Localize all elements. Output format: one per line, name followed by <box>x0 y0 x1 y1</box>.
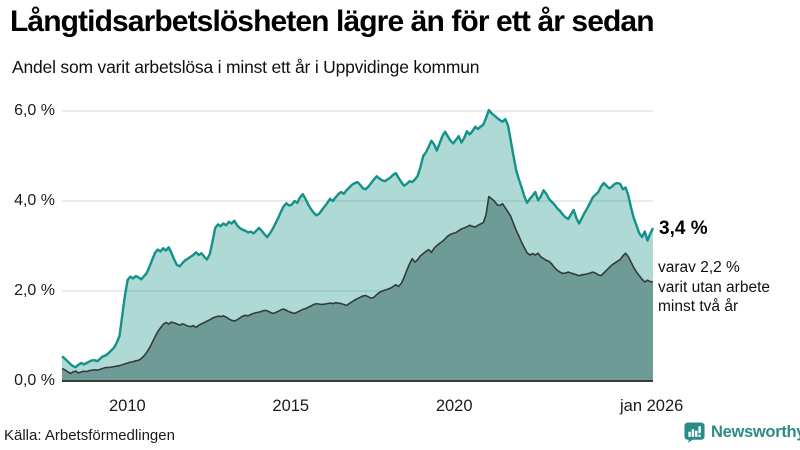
y-tick-label: 4,0 % <box>14 192 55 209</box>
x-tick-label: jan 2026 <box>620 397 684 415</box>
series-line-1 <box>61 195 654 375</box>
series-line-0 <box>61 108 655 369</box>
x-tick-label: 2015 <box>272 397 310 415</box>
end-value-label: 3,4 % <box>659 218 708 239</box>
chart-areas <box>62 110 653 381</box>
y-tick-label: 0,0 % <box>14 372 55 389</box>
chart-lines <box>61 108 655 375</box>
secondary-label-line1: varav 2,2 % <box>658 259 740 276</box>
y-tick-label: 6,0 % <box>14 102 55 119</box>
page-title: Långtidsarbetslösheten lägre än för ett … <box>10 5 655 38</box>
x-tick-label: 2020 <box>435 397 473 415</box>
newsworthy-icon <box>684 422 705 443</box>
y-tick-label: 2,0 % <box>14 282 55 299</box>
secondary-value-label: varav 2,2 % varit utan arbete minst två … <box>658 258 770 317</box>
chart-subtitle: Andel som varit arbetslösa i minst ett å… <box>12 57 480 77</box>
source-credit: Källa: Arbetsförmedlingen <box>4 427 175 444</box>
brand-name: Newsworthy <box>711 423 800 441</box>
x-tick-label: 2010 <box>109 397 146 415</box>
secondary-label-line3: minst två år <box>658 298 739 315</box>
brand-logo: Newsworthy <box>683 421 800 444</box>
series-area-1 <box>62 196 653 381</box>
secondary-label-line2: varit utan arbete <box>658 278 771 296</box>
